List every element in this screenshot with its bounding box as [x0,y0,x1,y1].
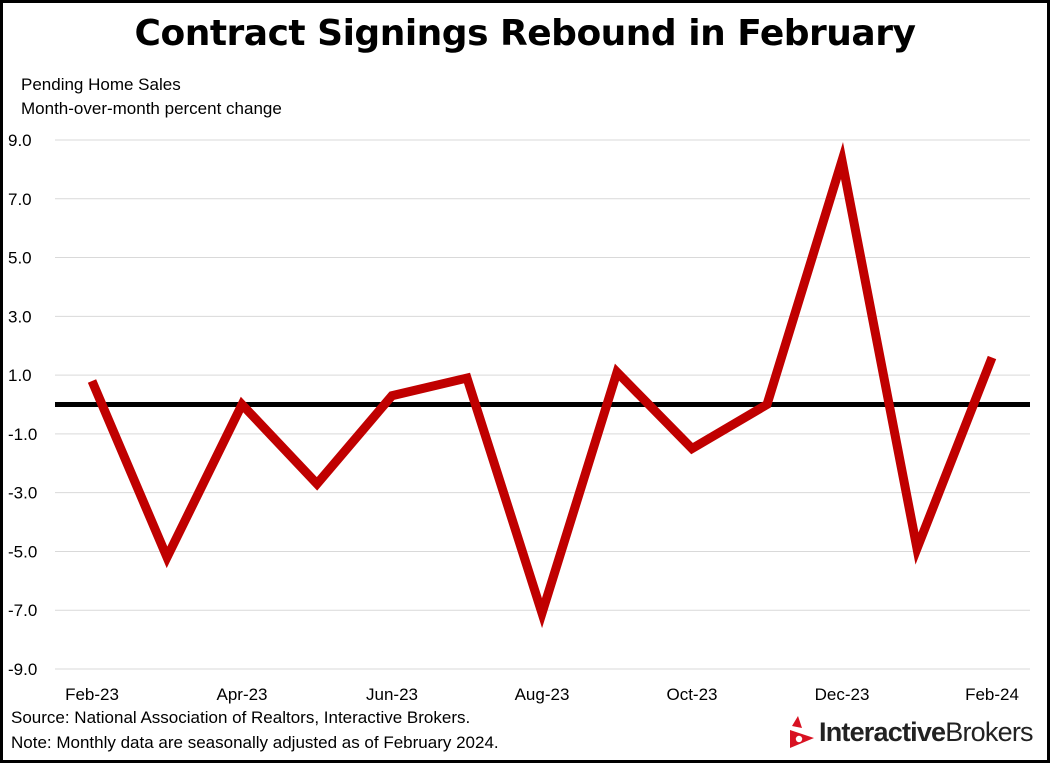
logo-wordmark: InteractiveBrokers [819,716,1034,748]
interactive-brokers-logo-icon [790,716,814,748]
y-tick-label: 3.0 [8,307,32,326]
y-axis-tick-labels: 9.0 7.0 5.0 3.0 1.0 -1.0 -3.0 -5.0 -7.0 -9.0 [8,131,37,679]
logo-text-interactive: Interactive [819,716,946,747]
x-tick-label: Feb-24 [965,685,1019,704]
chart-title: Contract Signings Rebound in February [134,13,916,54]
x-axis-tick-labels: Feb-23 Apr-23 Jun-23 Aug-23 Oct-23 Dec-23 Feb-… [65,685,1019,704]
series-line [87,142,997,629]
y-tick-label: -9.0 [8,660,37,679]
chart-subtitle-line1: Pending Home Sales [21,75,181,94]
x-tick-label: Jun-23 [366,685,418,704]
x-tick-label: Apr-23 [216,685,267,704]
y-tick-label: 9.0 [8,131,32,150]
chart-subtitle-line2: Month-over-month percent change [21,99,282,118]
y-tick-label: 1.0 [8,366,32,385]
y-tick-label: 5.0 [8,249,32,268]
x-tick-label: Oct-23 [666,685,717,704]
x-tick-label: Feb-23 [65,685,119,704]
interactive-brokers-logo: InteractiveBrokers [788,712,1034,752]
gridlines [55,139,1030,670]
y-tick-label: -7.0 [8,601,37,620]
y-tick-label: -5.0 [8,542,37,561]
y-tick-label: -3.0 [8,484,37,503]
x-tick-label: Dec-23 [815,685,870,704]
series-layer [87,142,997,629]
logo-text-brokers: Brokers [945,716,1033,747]
y-tick-label: -1.0 [8,425,37,444]
y-tick-label: 7.0 [8,190,32,209]
source-note: Source: National Association of Realtors… [11,708,471,727]
x-tick-label: Aug-23 [515,685,570,704]
footnote: Note: Monthly data are seasonally adjust… [11,733,499,752]
